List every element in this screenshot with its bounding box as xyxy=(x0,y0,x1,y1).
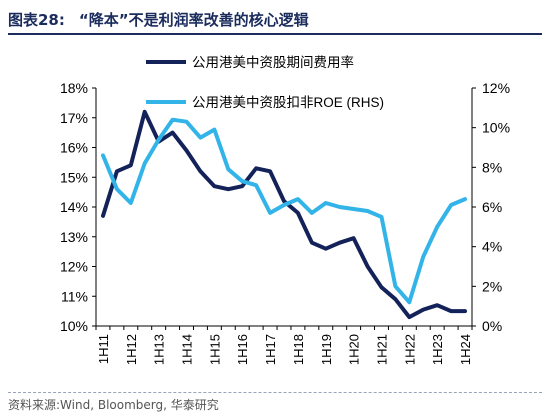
figure-title: “降本”不是利润率改善的核心逻辑 xyxy=(78,10,309,29)
left-axis-tick-label: 14% xyxy=(60,199,88,215)
right-axis-tick-label: 10% xyxy=(482,120,510,136)
x-axis-tick-label: 1H17 xyxy=(263,334,278,365)
x-axis-tick-label: 1H24 xyxy=(458,334,473,365)
left-axis-tick-label: 16% xyxy=(60,140,88,156)
x-axis-tick-label: 1H21 xyxy=(374,334,389,365)
x-axis-tick-label: 1H23 xyxy=(430,334,445,365)
right-axis-tick-label: 12% xyxy=(482,80,510,96)
right-axis-tick-label: 2% xyxy=(482,278,502,294)
left-axis-tick-label: 11% xyxy=(61,288,88,304)
chart-axes: 10% 11% 12% 13% 14% 15% 16% 17% 18% 0% 2% 4% 6% 8% 10%… xyxy=(60,80,510,365)
x-axis-tick-label: 1H15 xyxy=(207,334,222,365)
right-axis-tick-label: 8% xyxy=(482,159,502,175)
left-axis-tick-label: 10% xyxy=(60,318,88,334)
x-axis-tick-label: 1H11 xyxy=(96,334,111,364)
x-axis-tick-label: 1H19 xyxy=(319,334,334,365)
legend-label-1: 公用港美中资股期间费用率 xyxy=(192,54,354,70)
figure-label: 图表28: xyxy=(8,10,65,29)
left-axis-tick-label: 13% xyxy=(60,229,88,245)
left-axis-tick-label: 15% xyxy=(60,169,88,185)
left-axis-tick-label: 12% xyxy=(60,259,88,275)
figure-header: 图表28: “降本”不是利润率改善的核心逻辑 xyxy=(8,6,542,32)
x-axis-tick-label: 1H14 xyxy=(180,334,195,365)
right-axis-tick-label: 4% xyxy=(482,239,502,255)
right-axis-tick-label: 0% xyxy=(482,318,502,334)
right-axis-tick-label: 6% xyxy=(482,199,502,215)
x-axis-tick-label: 1H22 xyxy=(402,334,417,365)
title-divider xyxy=(8,33,542,35)
footer-divider xyxy=(8,392,542,393)
series-line-1 xyxy=(101,109,467,320)
x-axis-tick-label: 1H18 xyxy=(291,334,306,365)
x-axis-tick-label: 1H13 xyxy=(152,334,167,365)
left-axis-tick-label: 18% xyxy=(60,80,88,96)
legend-label-2: 公用港美中资股扣非ROE (RHS) xyxy=(192,95,384,110)
chart-series xyxy=(101,109,467,320)
left-axis-tick-label: 17% xyxy=(60,110,88,126)
series-line-2 xyxy=(101,117,467,305)
x-axis-tick-label: 1H12 xyxy=(124,334,139,365)
source-note: 资料来源:Wind, Bloomberg, 华泰研究 xyxy=(8,398,219,412)
x-axis-tick-label: 1H20 xyxy=(347,334,362,365)
x-axis-tick-label: 1H16 xyxy=(235,334,250,365)
